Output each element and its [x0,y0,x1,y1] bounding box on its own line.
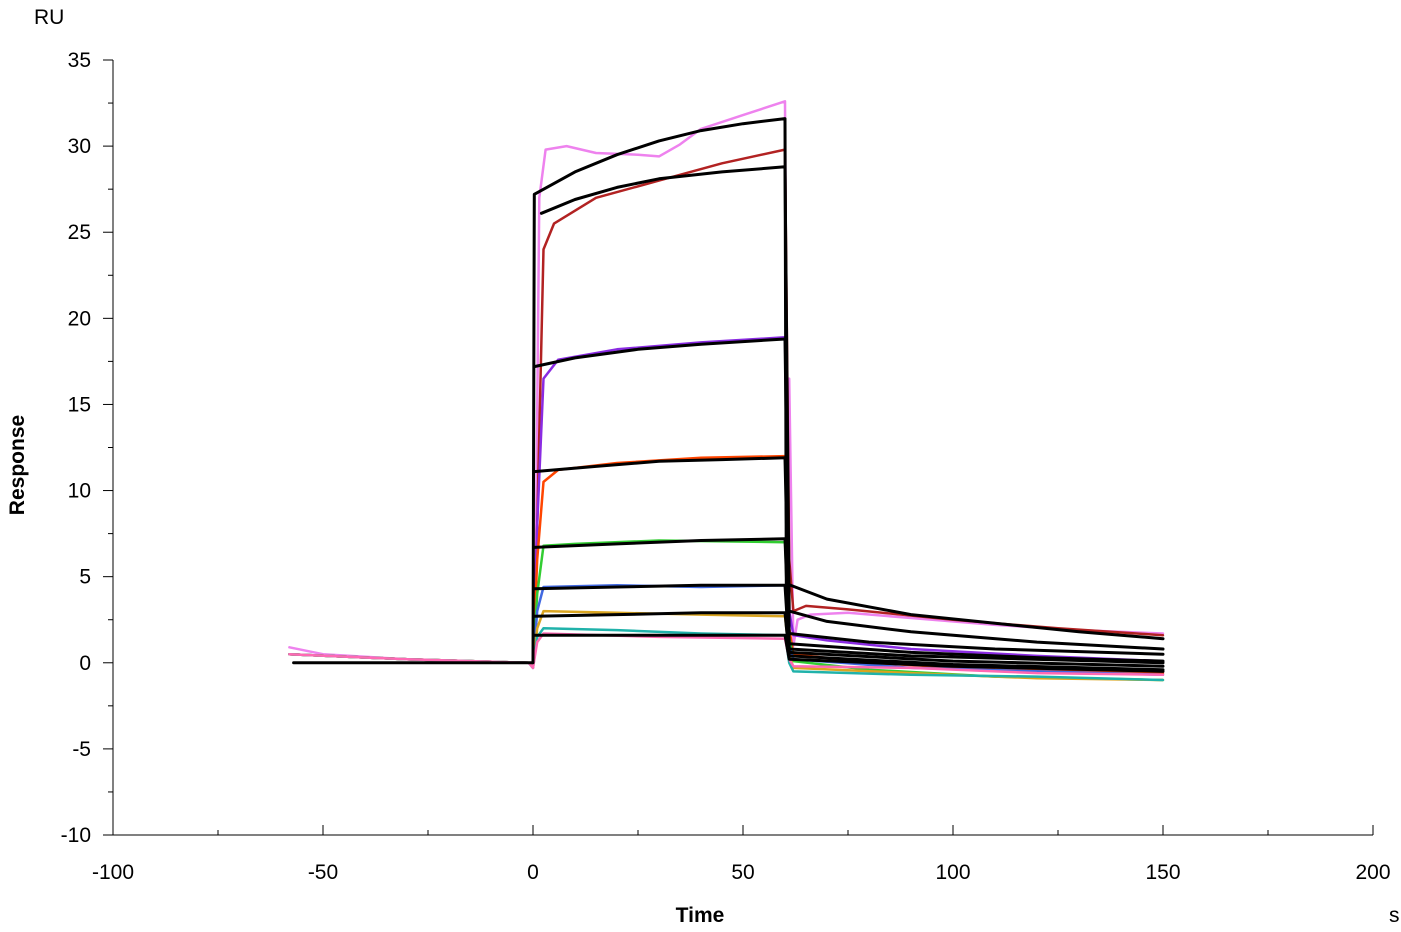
x-ticks: -100 -50 0 50 100 150 200 [92,825,1391,884]
y-tick-label: 30 [68,135,91,158]
fit-curve-line [532,611,1165,672]
y-tick-label: 35 [68,49,91,72]
sensorgram-series-line [288,100,1165,670]
sensorgram-series-line [288,148,1165,668]
y-tick-label: 5 [79,566,91,589]
x-tick-label: -50 [308,861,338,884]
x-tick-label: 100 [935,861,970,884]
fit-curve-line [532,537,1165,665]
x-tick-label: -100 [92,861,134,884]
y-tick-label: 15 [68,393,91,416]
plot-area [288,100,1165,682]
fit-curve-line [532,633,1165,673]
y-ticks: -10 -5 0 5 10 15 20 25 30 35 [61,49,113,847]
fit-curve-line [532,456,1165,663]
y-unit-label: RU [34,6,64,29]
fit-curve-line [532,583,1165,668]
y-tick-label: 20 [68,307,91,330]
fit-curve-line [292,117,1165,665]
y-axis-title: Response [6,415,29,515]
x-unit-label: s [1389,904,1400,927]
x-axis-title: Time [676,904,725,927]
y-tick-label: -10 [61,824,91,847]
x-tick-label: 50 [731,861,754,884]
fit-curve-line [539,165,1165,651]
axes [112,60,1373,836]
fit-curve-line [532,337,1165,656]
y-tick-label: -5 [72,738,91,761]
x-tick-label: 150 [1145,861,1180,884]
y-tick-label: 0 [79,652,91,675]
y-tick-label: 25 [68,221,91,244]
y-tick-label: 10 [68,480,91,503]
x-tick-label: 0 [527,861,539,884]
sensorgram-series-line [288,336,1165,668]
x-tick-label: 200 [1355,861,1390,884]
